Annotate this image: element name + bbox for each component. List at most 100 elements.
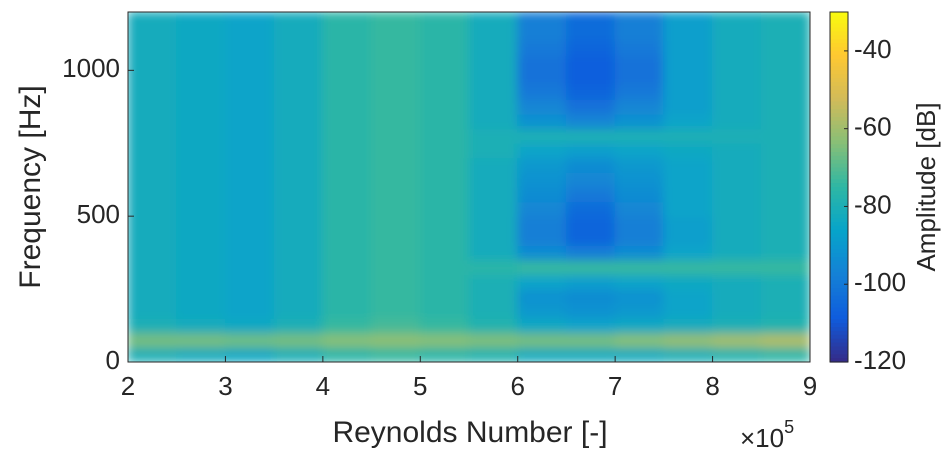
heatmap-cell bbox=[517, 230, 567, 246]
heatmap-cell bbox=[128, 113, 178, 130]
colorbar-tick-label: -40 bbox=[854, 34, 892, 64]
heatmap-cell bbox=[224, 84, 275, 100]
colorbar-segment bbox=[830, 276, 848, 281]
heatmap-cell bbox=[663, 303, 714, 319]
colorbar-segment bbox=[830, 89, 848, 95]
heatmap-cell bbox=[419, 346, 470, 362]
heatmap-cell bbox=[760, 259, 810, 275]
heatmap-cell bbox=[663, 244, 714, 261]
heatmap-cell bbox=[176, 69, 226, 86]
colorbar-segment bbox=[830, 62, 848, 68]
colorbar-segment bbox=[830, 43, 848, 48]
heatmap-cell bbox=[468, 26, 519, 42]
colorbar-segment bbox=[830, 292, 848, 297]
heatmap-cell bbox=[419, 26, 470, 42]
heatmap-cell bbox=[614, 157, 665, 173]
heatmap-cell bbox=[517, 69, 567, 86]
heatmap-cell bbox=[128, 40, 178, 57]
x-multiplier-base: ×10 bbox=[740, 423, 784, 453]
heatmap-cell bbox=[468, 171, 519, 188]
heatmap-cell bbox=[273, 201, 324, 217]
heatmap-cell bbox=[176, 40, 226, 57]
heatmap-cell bbox=[273, 12, 324, 28]
heatmap-cell bbox=[565, 332, 616, 348]
heatmap-cell bbox=[760, 244, 810, 261]
heatmap-cell bbox=[419, 157, 470, 173]
heatmap-cell bbox=[614, 332, 665, 348]
heatmap-cell bbox=[273, 288, 324, 305]
heatmap-cell bbox=[419, 288, 470, 305]
heatmap-cell bbox=[371, 99, 421, 115]
heatmap-cell bbox=[371, 230, 421, 246]
colorbar-segment bbox=[830, 319, 848, 324]
heatmap-cell bbox=[419, 215, 470, 232]
heatmap-cell bbox=[468, 259, 519, 275]
colorbar-segment bbox=[830, 198, 848, 204]
heatmap-cell bbox=[565, 12, 616, 28]
colorbar-segment bbox=[830, 120, 848, 126]
heatmap-cell bbox=[663, 332, 714, 348]
heatmap-cell bbox=[322, 332, 373, 348]
heatmap-cell bbox=[663, 186, 714, 203]
colorbar-segment bbox=[830, 334, 848, 340]
colorbar-segment bbox=[830, 272, 848, 278]
heatmap-cell bbox=[712, 186, 762, 203]
heatmap-cell bbox=[517, 259, 567, 275]
heatmap-cell bbox=[176, 244, 226, 261]
colorbar-segment bbox=[830, 299, 848, 305]
heatmap-cell bbox=[273, 171, 324, 188]
heatmap-cell bbox=[322, 84, 373, 100]
heatmap-cell bbox=[517, 157, 567, 173]
colorbar-segment bbox=[830, 148, 848, 153]
heatmap-cells bbox=[128, 12, 810, 362]
heatmap-cell bbox=[224, 332, 275, 348]
colorbar-segment bbox=[830, 354, 848, 359]
colorbar-segment bbox=[830, 233, 848, 239]
heatmap-cell bbox=[371, 84, 421, 100]
colorbar-segment bbox=[830, 105, 848, 110]
heatmap-cell bbox=[517, 288, 567, 305]
heatmap-cell bbox=[760, 288, 810, 305]
heatmap-cell bbox=[760, 317, 810, 334]
heatmap-cell bbox=[663, 84, 714, 100]
heatmap-cell bbox=[371, 113, 421, 130]
heatmap-cell bbox=[176, 55, 226, 71]
heatmap-cell bbox=[273, 84, 324, 100]
heatmap-cell bbox=[663, 259, 714, 275]
heatmap-cell bbox=[614, 171, 665, 188]
heatmap-cell bbox=[712, 55, 762, 71]
heatmap-cell bbox=[176, 84, 226, 100]
heatmap-cell bbox=[468, 12, 519, 28]
heatmap-cell bbox=[273, 215, 324, 232]
colorbar-tick-label: -120 bbox=[854, 345, 906, 375]
heatmap-cell bbox=[565, 201, 616, 217]
colorbar-segment bbox=[830, 54, 848, 60]
heatmap-cell bbox=[614, 215, 665, 232]
axes: 2 3 4 5 6 7 8 9 0 500 1000 -120 -100 -80 -60 -40 bbox=[62, 11, 906, 401]
colorbar-segment bbox=[830, 187, 848, 192]
heatmap-cell bbox=[712, 84, 762, 100]
heatmap-cell bbox=[565, 171, 616, 188]
heatmap-cell bbox=[712, 230, 762, 246]
heatmap-cell bbox=[760, 55, 810, 71]
colorbar-segment bbox=[830, 163, 848, 169]
colorbar-segment bbox=[830, 237, 848, 243]
heatmap-cell bbox=[663, 274, 714, 290]
heatmap-cell bbox=[468, 40, 519, 57]
colorbar-segment bbox=[830, 264, 848, 270]
heatmap-cell bbox=[224, 26, 275, 42]
heatmap-cell bbox=[419, 40, 470, 57]
heatmap-cell bbox=[517, 128, 567, 144]
plot-frame bbox=[127, 11, 811, 363]
heatmap-cell bbox=[614, 230, 665, 246]
heatmap-cell bbox=[517, 215, 567, 232]
x-tick-label: 7 bbox=[608, 371, 622, 401]
heatmap-cell bbox=[322, 303, 373, 319]
heatmap-cell bbox=[273, 99, 324, 115]
heatmap-cell bbox=[517, 303, 567, 319]
heatmap-cell bbox=[517, 142, 567, 159]
heatmap-cell bbox=[419, 113, 470, 130]
heatmap-cell bbox=[712, 259, 762, 275]
heatmap-cell bbox=[663, 346, 714, 362]
heatmap-cell bbox=[712, 274, 762, 290]
